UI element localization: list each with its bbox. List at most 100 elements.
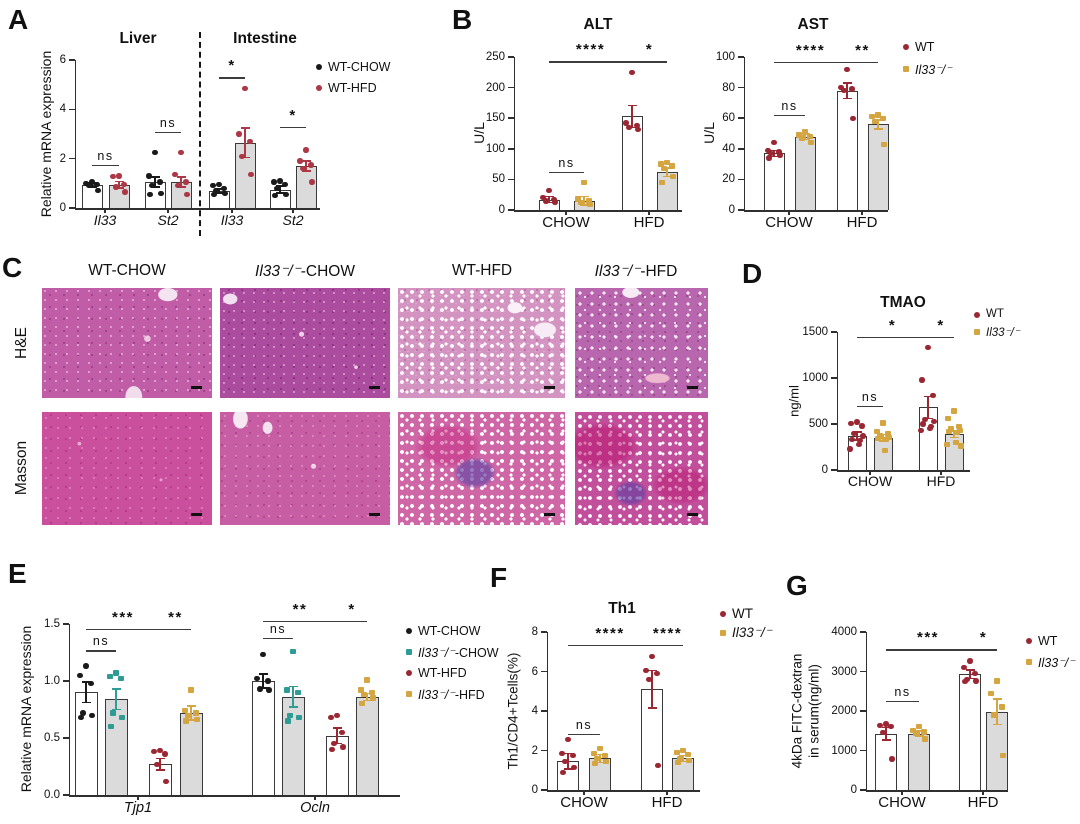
- x-category-label: Tjp1: [123, 800, 153, 816]
- error-bar-cap: [595, 761, 605, 764]
- data-point: [922, 416, 928, 423]
- data-point: [80, 710, 86, 716]
- data-point: [916, 723, 922, 730]
- data-point: [265, 678, 271, 684]
- bar: [875, 733, 897, 790]
- error-bar-cap: [544, 201, 554, 204]
- y-tick-mark: [860, 710, 866, 712]
- data-point: [282, 181, 288, 188]
- data-point: [364, 677, 370, 683]
- error-bar-cap: [275, 192, 285, 194]
- y-tick-label: 500: [808, 418, 828, 430]
- x-category-label: CHOW: [765, 214, 813, 231]
- legend-marker: [903, 66, 909, 73]
- y-axis-label: ng/ml: [786, 385, 802, 417]
- sig-label: ***: [916, 629, 940, 647]
- data-point: [78, 714, 84, 721]
- data-point: [95, 187, 101, 193]
- legend-label-seg: Il33⁻/⁻: [732, 625, 772, 640]
- data-point: [685, 751, 691, 758]
- error-bar-cap: [176, 176, 186, 178]
- error-bar-cap: [114, 180, 124, 183]
- y-tick-mark: [541, 670, 547, 673]
- data-point: [122, 189, 128, 195]
- data-point: [543, 198, 549, 204]
- error-bar-cap: [579, 195, 589, 198]
- y-tick-label: 0: [59, 202, 66, 214]
- histology-column-header: WT-CHOW: [88, 262, 166, 279]
- error-bar: [85, 682, 87, 703]
- sig-bracket: [568, 733, 600, 735]
- data-point: [680, 747, 686, 754]
- data-point: [954, 430, 960, 436]
- error-bar-cap: [563, 768, 573, 771]
- error-bar-cap: [186, 718, 196, 721]
- error-bar-cap: [150, 186, 160, 188]
- error-bar-cap: [176, 186, 186, 188]
- chart-title: ALT: [583, 16, 613, 33]
- y-tick-mark: [831, 331, 837, 333]
- data-point: [110, 710, 116, 716]
- x-category-label: CHOW: [847, 473, 893, 489]
- x-tick-mark: [167, 208, 169, 213]
- data-point: [284, 687, 290, 693]
- data-point: [850, 115, 856, 121]
- legend-marker: [406, 670, 412, 677]
- chart-title: Th1: [608, 600, 636, 617]
- data-point: [540, 195, 546, 201]
- data-point: [654, 670, 660, 677]
- data-point: [669, 163, 675, 169]
- data-point: [889, 756, 895, 762]
- data-point: [880, 730, 886, 736]
- data-point: [841, 87, 847, 94]
- data-point: [961, 664, 967, 671]
- error-bar: [583, 196, 585, 206]
- sig-label: *: [937, 316, 945, 334]
- sig-label: *: [348, 600, 356, 618]
- sig-bracket: [652, 644, 683, 647]
- sig-bracket: [774, 115, 805, 117]
- y-tick-label: 100: [715, 51, 735, 63]
- error-bar-cap: [842, 97, 852, 100]
- y-tick-mark: [738, 86, 744, 89]
- error-bar-cap: [150, 176, 160, 178]
- sig-bracket: [774, 61, 847, 63]
- x-axis: [865, 790, 1008, 792]
- data-point: [575, 196, 581, 202]
- data-point: [921, 729, 927, 735]
- bar: [873, 437, 893, 470]
- panel-label-f: F: [490, 562, 508, 593]
- sig-bracket: [86, 628, 160, 630]
- data-point: [592, 760, 598, 767]
- error-bar-cap: [214, 188, 224, 191]
- x-category-label: Ocln: [300, 800, 330, 816]
- error-bar-cap: [852, 431, 862, 433]
- y-tick-label: 0: [821, 464, 828, 476]
- data-point: [586, 198, 592, 204]
- data-point: [571, 764, 577, 770]
- data-point: [655, 762, 661, 768]
- legend-label-seg: WT: [1038, 634, 1058, 648]
- error-bar-cap: [873, 118, 883, 121]
- data-point: [991, 712, 997, 718]
- data-point: [89, 712, 95, 718]
- legend-label: WT-HFD: [418, 666, 467, 680]
- bar: [104, 699, 128, 795]
- sig-bracket: [263, 620, 337, 622]
- y-tick-label: 20: [722, 173, 735, 186]
- error-bar: [190, 706, 192, 720]
- x-category-label: HFD: [633, 214, 665, 231]
- sig-label: ****: [795, 41, 826, 59]
- chart-section-title: Intestine: [233, 30, 297, 47]
- data-point: [339, 729, 345, 735]
- data-point: [297, 158, 303, 164]
- histology-image-masson-wt-hfd: [398, 412, 565, 525]
- data-point: [802, 129, 808, 135]
- data-point: [885, 431, 891, 437]
- error-bar-cap: [332, 726, 342, 729]
- sig-bracket: [928, 336, 954, 338]
- error-bar-cap: [563, 752, 573, 755]
- data-point: [236, 131, 242, 137]
- panel-label-g: G: [786, 570, 808, 601]
